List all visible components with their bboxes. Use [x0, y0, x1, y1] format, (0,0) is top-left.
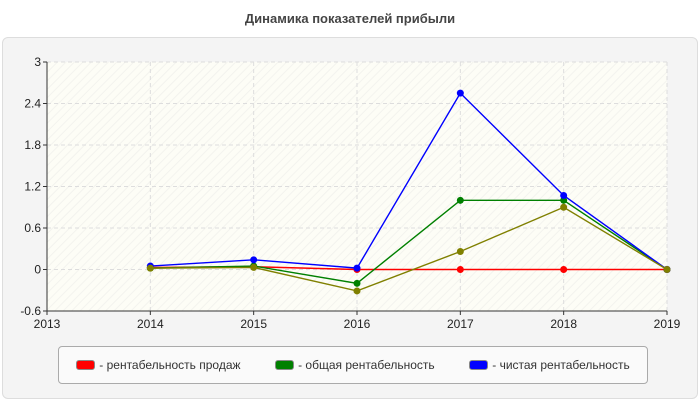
x-tick-label: 2018 [550, 317, 577, 331]
data-point [456, 266, 464, 273]
x-tick-label: 2016 [344, 317, 371, 331]
legend-label: - чистая рентабельность [492, 358, 630, 372]
y-tick-label: 2.4 [24, 97, 41, 111]
legend-item: - чистая рентабельность [469, 358, 630, 372]
legend-swatch [76, 360, 96, 370]
data-point [456, 248, 464, 256]
y-tick-label: 1.8 [24, 138, 41, 152]
series-line-1 [150, 199, 668, 285]
legend-swatch [275, 360, 295, 370]
data-point [560, 196, 568, 204]
data-point [456, 196, 464, 204]
series-line-3 [150, 206, 668, 292]
data-point [146, 264, 154, 272]
legend-item: - общая рентабельность [275, 358, 435, 372]
legend-label: - общая рентабельность [298, 358, 435, 372]
y-tick-label: 1.2 [24, 180, 41, 194]
chart-title: Динамика показателей прибыли [244, 11, 456, 26]
legend-item: - рентабельность продаж [76, 358, 241, 372]
x-tick-label: 2014 [137, 317, 164, 331]
legend: - рентабельность продаж - общая рентабель… [58, 346, 648, 384]
data-point [560, 203, 568, 211]
data-point [353, 279, 361, 287]
y-tick-label: 3 [34, 55, 41, 69]
x-tick-label: 2013 [34, 317, 61, 331]
legend-swatch [469, 360, 489, 370]
data-point [456, 89, 464, 97]
x-tick-label: 2017 [447, 317, 474, 331]
data-point [250, 256, 258, 264]
series-line-2 [150, 91, 668, 271]
legend-label: - рентабельность продаж [99, 358, 241, 372]
y-tick-label: -0.6 [20, 304, 41, 318]
x-tick-label: 2015 [240, 317, 267, 331]
data-point [353, 287, 361, 295]
data-point [250, 263, 258, 271]
x-tick-label: 2019 [654, 317, 681, 331]
data-point [663, 266, 671, 273]
data-point [560, 191, 568, 199]
y-tick-label: 0 [34, 263, 41, 277]
y-tick-label: 0.6 [24, 221, 41, 235]
data-point [560, 266, 568, 273]
data-point [353, 264, 361, 272]
